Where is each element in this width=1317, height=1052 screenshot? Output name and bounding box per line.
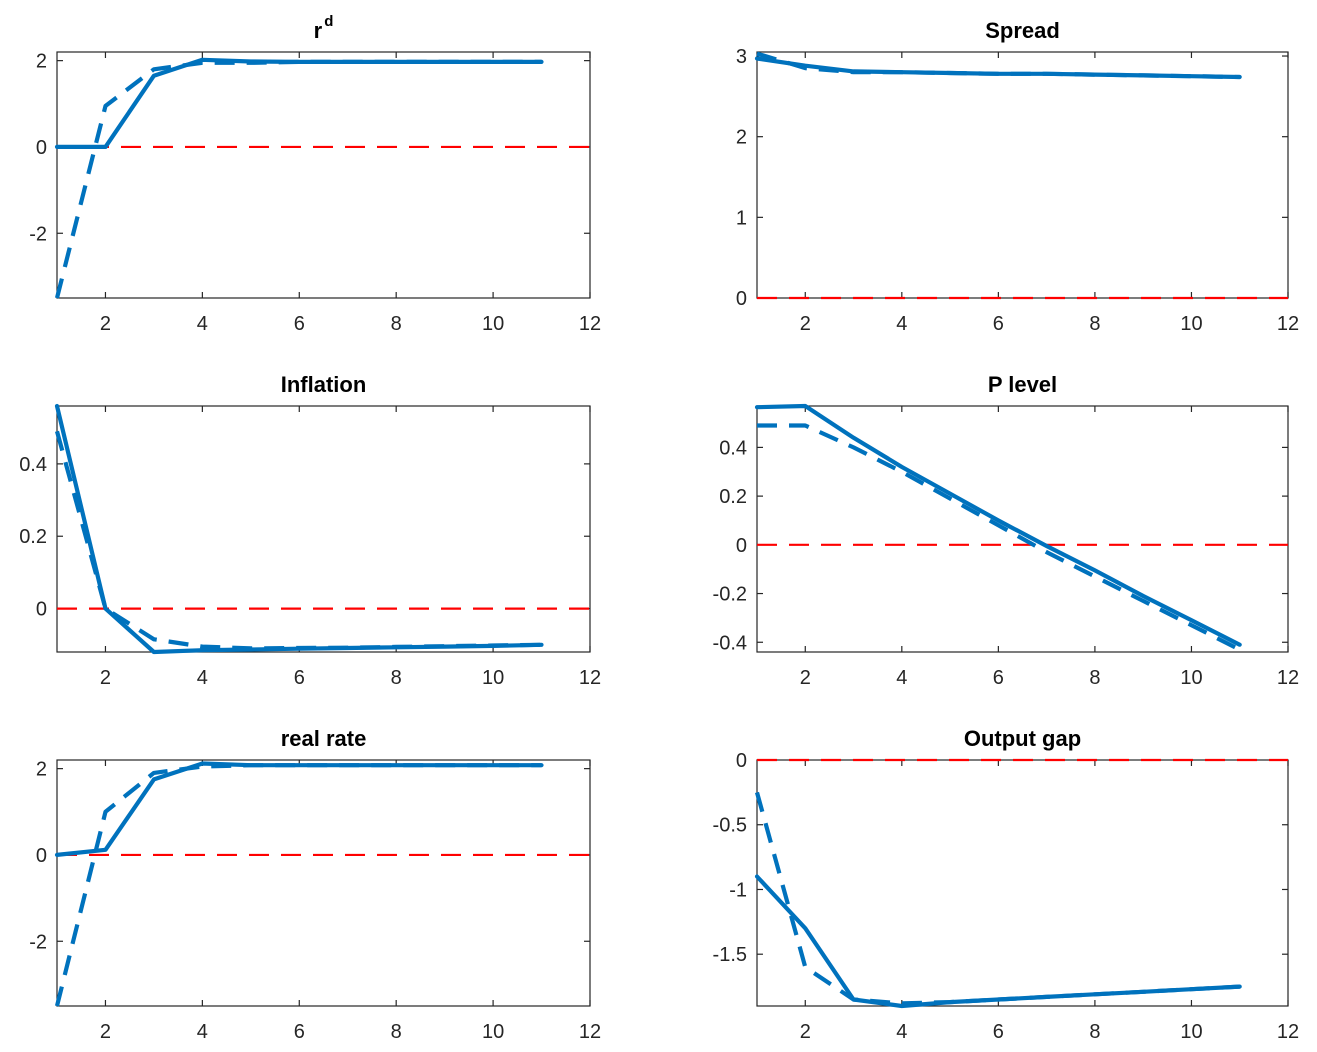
chart-panel-3: 2 4 6 8 10 12 0 0.2 0.4 Inflation <box>19 372 601 689</box>
x-tick-label: 6 <box>993 313 1004 335</box>
panel-title-text: Spread <box>985 18 1060 43</box>
y-tick-label: 0.4 <box>719 437 747 459</box>
series-line-dashed <box>54 763 542 1007</box>
x-tick-label: 6 <box>294 667 305 689</box>
x-tick-label: 2 <box>800 313 811 335</box>
panel-title: Inflation <box>281 372 367 397</box>
plot-area <box>756 759 1289 1007</box>
x-tick-label: 10 <box>1180 667 1202 689</box>
x-tick-label: 6 <box>294 313 305 335</box>
x-tick-label: 8 <box>391 1021 402 1043</box>
x-tick-label: 8 <box>391 313 402 335</box>
y-tick-label: 0 <box>736 750 747 772</box>
y-tick-label: 0 <box>36 845 47 867</box>
x-tick-label: 10 <box>482 313 504 335</box>
y-tick-label: 0.4 <box>19 454 47 476</box>
panel-title-text: r <box>314 18 323 43</box>
panel-title-text: P level <box>988 372 1057 397</box>
y-tick-label: 0 <box>36 599 47 621</box>
panel-title: Output gap <box>964 726 1081 751</box>
x-tick-label: 8 <box>391 667 402 689</box>
plot-area <box>56 759 591 1007</box>
panel-title-text: Inflation <box>281 372 367 397</box>
series-line-dashed <box>756 51 1240 80</box>
y-tick-label: 0 <box>736 288 747 310</box>
plot-area <box>56 405 591 653</box>
x-tick-label: 6 <box>993 667 1004 689</box>
series-line-dashed <box>54 59 542 299</box>
series-line-solid <box>54 761 544 858</box>
series-line-dashed <box>757 423 1241 652</box>
y-tick-label: 0 <box>36 137 47 159</box>
y-tick-label: -2 <box>29 931 47 953</box>
chart-panel-5: 2 4 6 8 10 12 -2 0 2 real rate <box>29 726 601 1043</box>
y-tick-label: -2 <box>29 223 47 245</box>
plot-area <box>756 405 1289 653</box>
x-tick-label: 12 <box>579 313 601 335</box>
x-tick-label: 10 <box>1180 1021 1202 1043</box>
x-tick-label: 4 <box>896 667 907 689</box>
panel-title: P level <box>988 372 1057 397</box>
y-tick-label: 2 <box>36 51 47 73</box>
chart-panel-4: 2 4 6 8 10 12 -0.4 -0.2 0 0.2 0.4 P level <box>713 372 1300 689</box>
plot-area <box>756 51 1289 299</box>
x-tick-label: 8 <box>1089 313 1100 335</box>
x-tick-label: 12 <box>1277 313 1299 335</box>
y-tick-label: 3 <box>736 46 747 68</box>
x-tick-label: 6 <box>993 1021 1004 1043</box>
x-tick-label: 2 <box>100 1021 111 1043</box>
x-tick-label: 12 <box>1277 1021 1299 1043</box>
x-tick-label: 2 <box>800 667 811 689</box>
y-tick-label: 0.2 <box>719 486 747 508</box>
panel-title-text: Output gap <box>964 726 1081 751</box>
x-tick-label: 8 <box>1089 667 1100 689</box>
series-line-solid <box>54 57 544 149</box>
y-tick-label: -0.5 <box>713 815 747 837</box>
x-tick-label: 6 <box>294 1021 305 1043</box>
series-line-dashed <box>754 791 1240 1006</box>
x-tick-label: 10 <box>1180 313 1202 335</box>
panel-title-superscript: d <box>324 13 333 30</box>
chart-panel-1: 2 4 6 8 10 12 -2 0 2 r d <box>29 13 601 335</box>
x-tick-label: 2 <box>800 1021 811 1043</box>
x-tick-label: 12 <box>579 667 601 689</box>
x-tick-label: 4 <box>197 1021 208 1043</box>
x-tick-label: 4 <box>896 1021 907 1043</box>
x-tick-label: 4 <box>197 313 208 335</box>
panel-title: Spread <box>985 18 1060 43</box>
x-tick-label: 2 <box>100 313 111 335</box>
x-tick-label: 12 <box>579 1021 601 1043</box>
y-tick-label: 2 <box>736 127 747 149</box>
x-tick-label: 10 <box>482 1021 504 1043</box>
y-tick-label: 0 <box>736 535 747 557</box>
x-tick-label: 10 <box>482 667 504 689</box>
y-tick-label: -1 <box>729 879 747 901</box>
x-tick-label: 12 <box>1277 667 1299 689</box>
panel-title-text: real rate <box>281 726 367 751</box>
series-line-dashed <box>54 430 542 651</box>
chart-panel-6: 2 4 6 8 10 12 -1.5 -1 -0.5 0 Output gap <box>713 726 1300 1043</box>
x-tick-label: 4 <box>197 667 208 689</box>
x-tick-label: 8 <box>1089 1021 1100 1043</box>
y-tick-label: 2 <box>36 759 47 781</box>
plot-area <box>56 51 591 299</box>
y-tick-label: -0.4 <box>713 632 747 654</box>
x-tick-label: 4 <box>896 313 907 335</box>
x-tick-label: 2 <box>100 667 111 689</box>
y-tick-label: -1.5 <box>713 944 747 966</box>
panel-title: real rate <box>281 726 367 751</box>
y-tick-label: 1 <box>736 207 747 229</box>
series-line-solid <box>754 403 1242 647</box>
y-tick-label: 0.2 <box>19 526 47 548</box>
y-tick-label: -0.2 <box>713 584 747 606</box>
